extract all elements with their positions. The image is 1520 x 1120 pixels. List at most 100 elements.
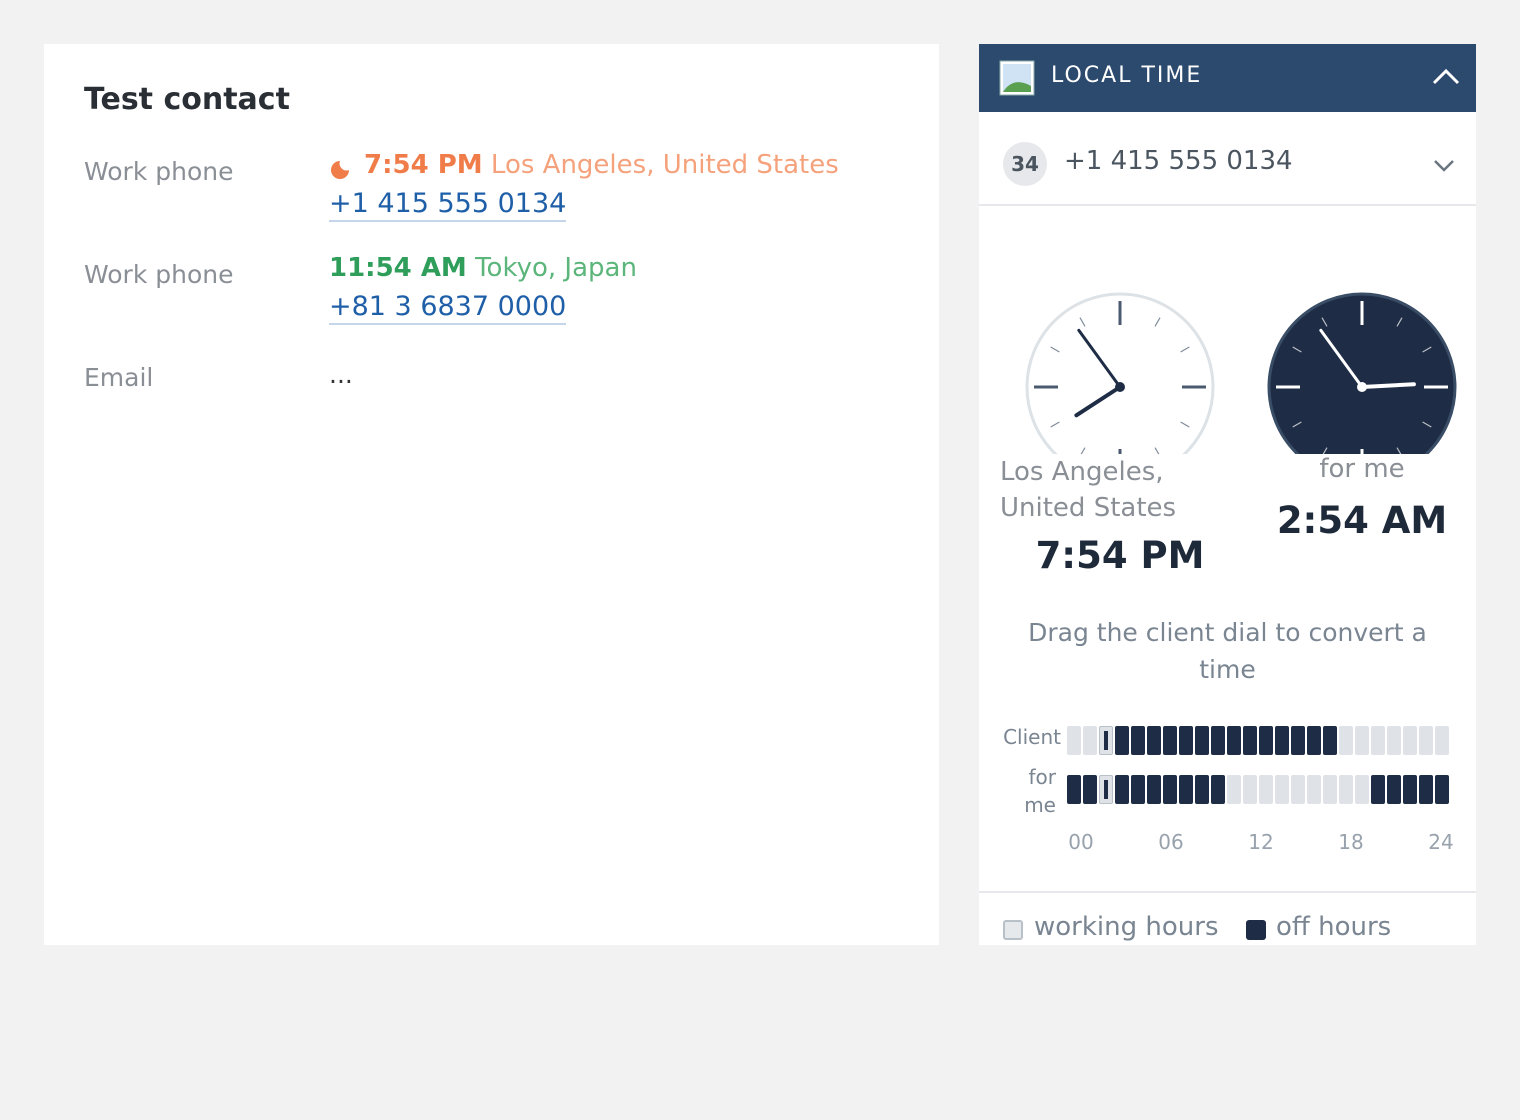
local-time-panel: LOCAL TIME 34 +1 415 555 0134 Los Angele… [979, 44, 1476, 945]
collapse-button[interactable] [1431, 66, 1461, 88]
hour-cell [1291, 775, 1305, 804]
clock-tick [1050, 421, 1060, 428]
hour-cell [1067, 775, 1081, 804]
hour-cell [1259, 726, 1273, 755]
badge: 34 [1003, 142, 1047, 186]
location-line: United States [1000, 493, 1177, 523]
hint: Drag the client dial to convert a time [1028, 618, 1427, 684]
axis-label: 06 [1158, 830, 1184, 854]
field-label: Email [84, 363, 154, 392]
legend-swatch [1003, 920, 1023, 940]
time-marker[interactable] [1104, 780, 1108, 799]
legend-label: working hours [1034, 912, 1219, 942]
clock-tick [1180, 346, 1190, 353]
axis-label: 18 [1338, 830, 1364, 854]
field-value: ... [329, 360, 353, 389]
time-line: 7:54 PM Los Angeles, United States [364, 150, 839, 180]
clock-tick [1321, 317, 1328, 327]
label-line: for [1028, 765, 1057, 789]
hour-cell [1403, 726, 1417, 755]
hour-cell [1307, 726, 1321, 755]
divider [979, 204, 1476, 206]
clock-hand [1319, 328, 1364, 389]
contact-title: Test contact [84, 82, 290, 117]
axis-label: 12 [1248, 830, 1274, 854]
clock-hand [1360, 382, 1416, 389]
hour-cell [1387, 726, 1401, 755]
hour-cell [1211, 726, 1225, 755]
contact-card: Test contact Work phone 7:54 PM Los Ange… [44, 44, 939, 945]
hour-cell [1355, 775, 1369, 804]
hour-cell [1243, 775, 1257, 804]
me-label: for me [1319, 454, 1405, 484]
phone-link[interactable]: +1 415 555 0134 [329, 188, 567, 222]
clock-tick [1422, 346, 1432, 353]
hour-cell [1403, 775, 1417, 804]
field-label: Work phone [84, 157, 234, 186]
dropdown-arrow[interactable] [1432, 156, 1456, 174]
hour-cell [1339, 726, 1353, 755]
hour-cell [1371, 726, 1385, 755]
label-line: me [1024, 793, 1056, 817]
hour-cell [1083, 775, 1097, 804]
clock-tick [1396, 447, 1402, 454]
hour-cell [1371, 775, 1385, 804]
clock-hand [1074, 385, 1122, 418]
hour-cell [1387, 775, 1401, 804]
hour-cell [1435, 726, 1449, 755]
clocks [1025, 292, 1457, 454]
location: Tokyo, Japan [475, 253, 637, 283]
phone-select[interactable]: +1 415 555 0134 [1064, 146, 1293, 176]
clock-face [1025, 292, 1215, 454]
legend-swatch [1246, 920, 1266, 940]
clock-tick [1422, 421, 1432, 428]
me-time: 2:54 AM [1276, 499, 1448, 542]
divider [979, 891, 1476, 893]
hour-cell [1163, 775, 1177, 804]
hour-cell [1115, 775, 1129, 804]
hour-cell [1115, 726, 1129, 755]
axis-label: 00 [1068, 830, 1094, 854]
clock-tick [1292, 421, 1302, 428]
clock-hand [1077, 328, 1122, 389]
client-location: Los Angeles, United States [1000, 454, 1176, 526]
hour-cell [1227, 775, 1241, 804]
hour-cell [1211, 775, 1225, 804]
local-time: 7:54 PM [364, 150, 483, 180]
hour-cell [1083, 726, 1097, 755]
hour-cell [1195, 726, 1209, 755]
hour-cell [1259, 775, 1273, 804]
hour-cell [1227, 726, 1241, 755]
hour-cell [1131, 726, 1145, 755]
clock-center [1357, 382, 1367, 392]
hour-cell [1195, 775, 1209, 804]
hour-cell [1435, 775, 1449, 804]
hour-cell [1275, 775, 1289, 804]
field-label: Work phone [84, 260, 234, 289]
row-label: Client [1003, 725, 1061, 749]
app-icon [999, 60, 1035, 96]
hour-cell [1275, 726, 1289, 755]
phone-link[interactable]: +81 3 6837 0000 [329, 291, 567, 325]
hour-cell [1179, 726, 1193, 755]
location-line: Los Angeles, [1000, 457, 1164, 487]
hour-cell [1179, 775, 1193, 804]
axis-label: 24 [1428, 830, 1454, 854]
location: Los Angeles, United States [490, 150, 839, 180]
hour-cell [1243, 726, 1257, 755]
clock-tick [1322, 447, 1328, 454]
time-marker[interactable] [1104, 731, 1108, 750]
panel-header: LOCAL TIME [979, 44, 1476, 112]
clock-tick [1154, 447, 1160, 454]
hour-cell [1291, 726, 1305, 755]
clock-tick [1292, 346, 1302, 353]
client-time: 7:54 PM [1035, 534, 1205, 577]
hour-cell [1323, 775, 1337, 804]
clock-tick [1050, 346, 1060, 353]
panel-title: LOCAL TIME [1051, 63, 1203, 88]
clock-tick [1079, 317, 1086, 327]
hour-cell [1419, 726, 1433, 755]
hour-cell [1067, 726, 1081, 755]
hour-cell [1147, 726, 1161, 755]
